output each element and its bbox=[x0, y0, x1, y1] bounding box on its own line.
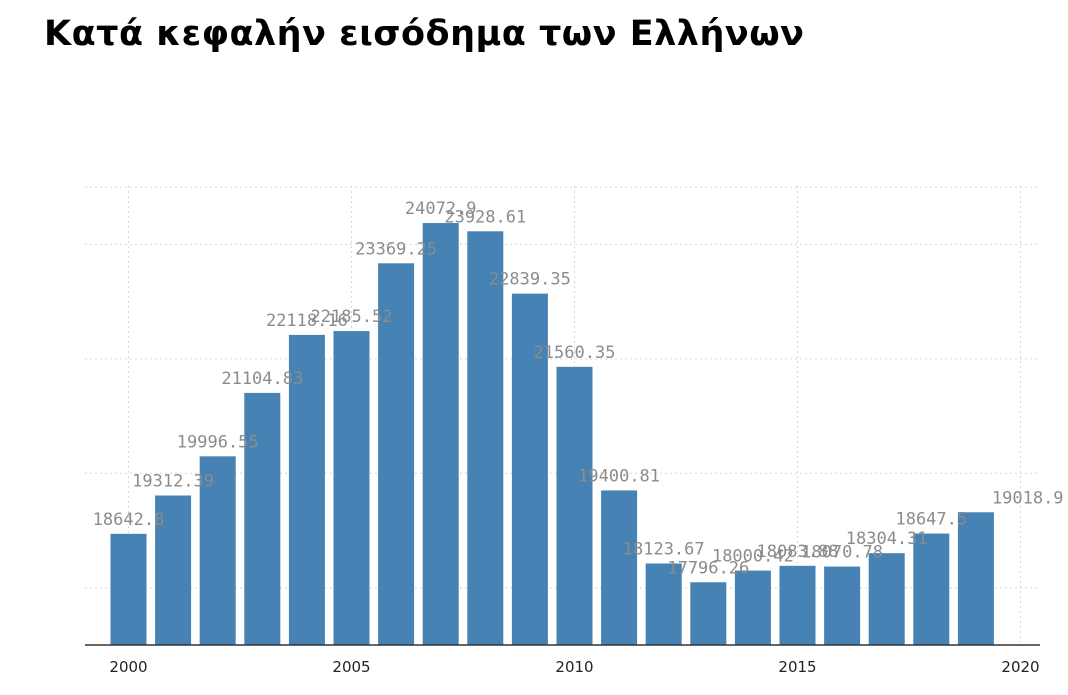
bar-2007 bbox=[422, 223, 459, 645]
bar-2008 bbox=[467, 231, 504, 645]
bar-2002 bbox=[199, 456, 236, 645]
bar-2014 bbox=[734, 570, 771, 645]
bar-2000 bbox=[110, 533, 147, 645]
data-label-2019: 19018.9 bbox=[992, 488, 1064, 508]
x-tick-label-2015: 2015 bbox=[778, 658, 816, 676]
data-label-2004: 22118.16 bbox=[266, 311, 348, 331]
data-label-2005: 22185.52 bbox=[311, 307, 393, 327]
data-label-2012: 18123.67 bbox=[623, 540, 705, 560]
bar-2004 bbox=[288, 334, 325, 645]
data-label-2001: 19312.39 bbox=[132, 471, 214, 491]
chart-title: Κατά κεφαλήν εισόδημα των Ελλήνων bbox=[44, 14, 805, 54]
bar-2011 bbox=[601, 490, 638, 645]
x-tick-label-2010: 2010 bbox=[555, 658, 593, 676]
bars bbox=[110, 223, 994, 645]
bar-2005 bbox=[333, 331, 370, 645]
data-label-2018: 18647.5 bbox=[895, 510, 967, 530]
bar-2017 bbox=[868, 553, 905, 645]
bar-2001 bbox=[155, 495, 192, 645]
data-label-2009: 22839.35 bbox=[489, 270, 571, 290]
data-label-2016: 18070.78 bbox=[801, 543, 883, 563]
data-label-2013: 17796.26 bbox=[667, 558, 749, 578]
x-tick-label-2000: 2000 bbox=[109, 658, 147, 676]
data-label-2008: 23928.61 bbox=[444, 207, 526, 227]
bar-2006 bbox=[378, 263, 415, 645]
data-label-2003: 21104.83 bbox=[221, 369, 303, 389]
bar-2003 bbox=[244, 392, 281, 645]
data-label-2007: 24072.9 bbox=[405, 199, 477, 219]
data-label-2014: 18000.42 bbox=[712, 547, 794, 567]
data-label-2006: 23369.25 bbox=[355, 239, 437, 259]
bar-2015 bbox=[779, 565, 816, 645]
bar-2010 bbox=[556, 366, 593, 645]
data-label-2010: 21560.35 bbox=[534, 343, 616, 363]
data-label-2011: 19400.81 bbox=[578, 466, 660, 486]
bar-2012 bbox=[645, 563, 682, 645]
bar-2019 bbox=[957, 512, 994, 645]
bar-2013 bbox=[690, 582, 727, 645]
bar-2018 bbox=[913, 533, 950, 645]
data-label-2002: 19996.55 bbox=[177, 432, 259, 452]
data-label-2000: 18642.8 bbox=[93, 510, 165, 530]
x-tick-label-2020: 2020 bbox=[1001, 658, 1039, 676]
data-label-2015: 18083.88 bbox=[757, 542, 839, 562]
data-labels: 18642.819312.3919996.5521104.8322118.162… bbox=[93, 199, 1064, 578]
data-label-2017: 18304.31 bbox=[846, 529, 928, 549]
x-tick-label-2005: 2005 bbox=[332, 658, 370, 676]
bar-2016 bbox=[824, 566, 861, 645]
bar-2009 bbox=[511, 293, 548, 645]
x-tick-labels: 2000 2005 2010 2015 2020 bbox=[109, 658, 1039, 676]
